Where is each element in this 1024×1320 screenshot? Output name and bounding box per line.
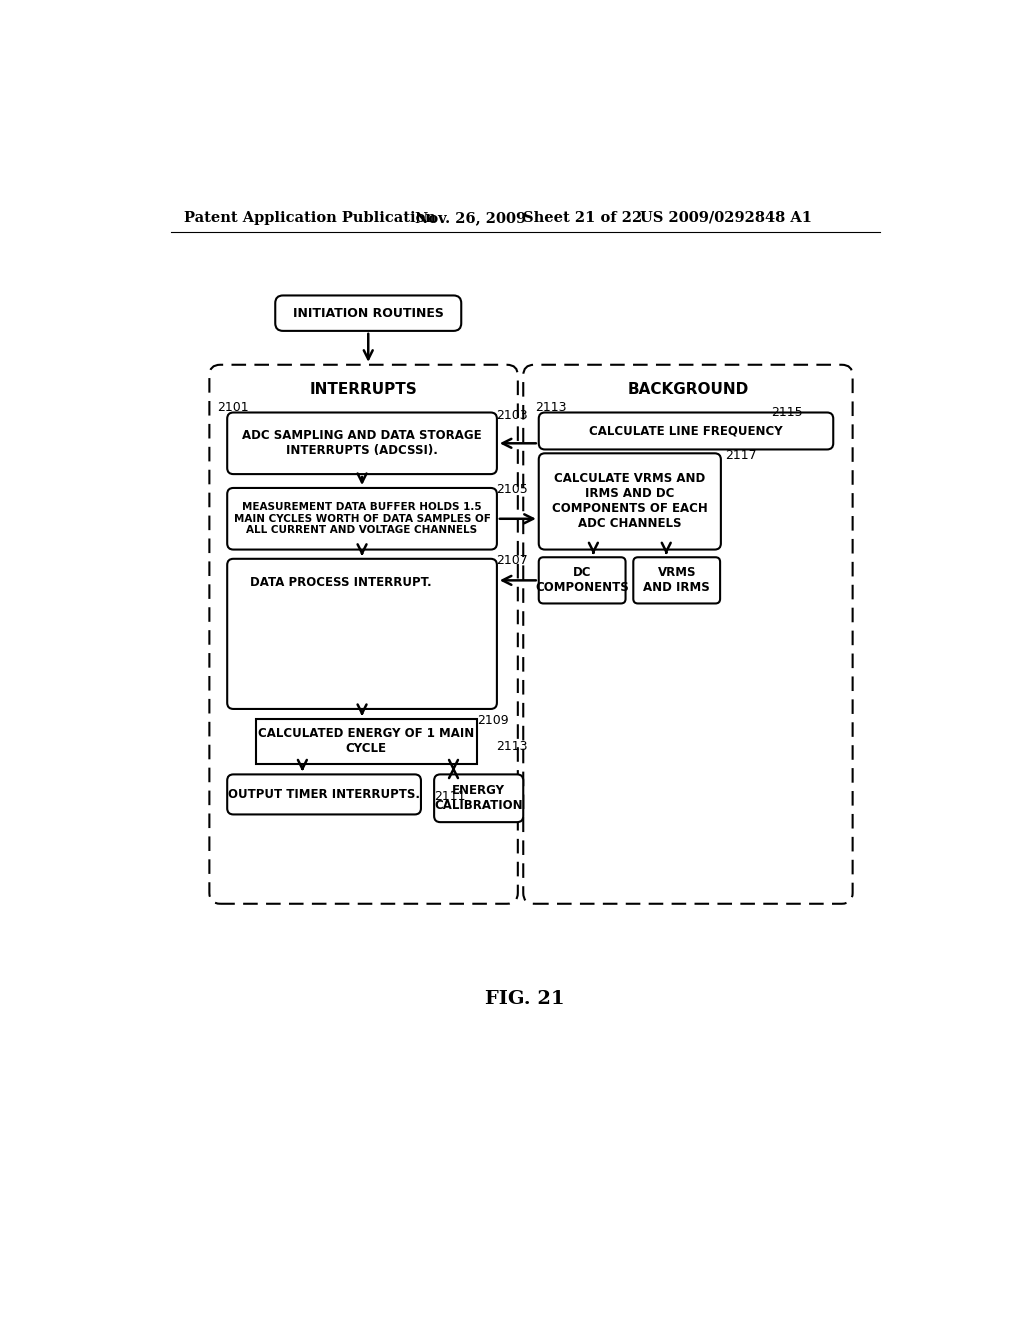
Text: OUTPUT TIMER INTERRUPTS.: OUTPUT TIMER INTERRUPTS. xyxy=(228,788,420,801)
FancyBboxPatch shape xyxy=(275,296,461,331)
FancyBboxPatch shape xyxy=(633,557,720,603)
Bar xyxy=(256,719,477,763)
Text: 2117: 2117 xyxy=(725,449,757,462)
Text: 2101: 2101 xyxy=(217,401,249,414)
FancyBboxPatch shape xyxy=(227,488,497,549)
Text: INITIATION ROUTINES: INITIATION ROUTINES xyxy=(293,306,443,319)
FancyBboxPatch shape xyxy=(539,412,834,449)
Text: Patent Application Publication: Patent Application Publication xyxy=(183,211,436,224)
Text: Sheet 21 of 22: Sheet 21 of 22 xyxy=(523,211,642,224)
Text: DC
COMPONENTS: DC COMPONENTS xyxy=(536,566,629,594)
Text: 2113: 2113 xyxy=(496,739,527,752)
Text: 2103: 2103 xyxy=(496,409,527,421)
Text: CALCULATED ENERGY OF 1 MAIN
CYCLE: CALCULATED ENERGY OF 1 MAIN CYCLE xyxy=(258,727,474,755)
FancyBboxPatch shape xyxy=(209,364,518,904)
FancyBboxPatch shape xyxy=(227,558,497,709)
Text: FIG. 21: FIG. 21 xyxy=(485,990,564,1008)
Text: Nov. 26, 2009: Nov. 26, 2009 xyxy=(415,211,526,224)
Text: US 2009/0292848 A1: US 2009/0292848 A1 xyxy=(640,211,811,224)
Text: MEASUREMENT DATA BUFFER HOLDS 1.5
MAIN CYCLES WORTH OF DATA SAMPLES OF
ALL CURRE: MEASUREMENT DATA BUFFER HOLDS 1.5 MAIN C… xyxy=(233,502,490,536)
Text: 2107: 2107 xyxy=(496,554,528,568)
FancyBboxPatch shape xyxy=(539,557,626,603)
Text: 2113: 2113 xyxy=(535,401,566,414)
Text: VRMS
AND IRMS: VRMS AND IRMS xyxy=(643,566,710,594)
Text: 2115: 2115 xyxy=(771,407,803,420)
Text: CALCULATE LINE FREQUENCY: CALCULATE LINE FREQUENCY xyxy=(589,425,782,437)
FancyBboxPatch shape xyxy=(523,364,853,904)
Text: INTERRUPTS: INTERRUPTS xyxy=(309,381,418,397)
Text: ENERGY
CALIBRATION: ENERGY CALIBRATION xyxy=(434,784,523,812)
Text: 2111: 2111 xyxy=(434,789,466,803)
Text: 2109: 2109 xyxy=(477,714,508,727)
Text: ADC SAMPLING AND DATA STORAGE
INTERRUPTS (ADCSSI).: ADC SAMPLING AND DATA STORAGE INTERRUPTS… xyxy=(243,429,482,457)
Text: DATA PROCESS INTERRUPT.: DATA PROCESS INTERRUPT. xyxy=(251,576,432,589)
FancyBboxPatch shape xyxy=(539,453,721,549)
FancyBboxPatch shape xyxy=(434,775,523,822)
Text: CALCULATE VRMS AND
IRMS AND DC
COMPONENTS OF EACH
ADC CHANNELS: CALCULATE VRMS AND IRMS AND DC COMPONENT… xyxy=(552,473,708,531)
FancyBboxPatch shape xyxy=(227,412,497,474)
Text: BACKGROUND: BACKGROUND xyxy=(628,381,749,397)
FancyBboxPatch shape xyxy=(227,775,421,814)
Text: 2105: 2105 xyxy=(496,483,528,496)
